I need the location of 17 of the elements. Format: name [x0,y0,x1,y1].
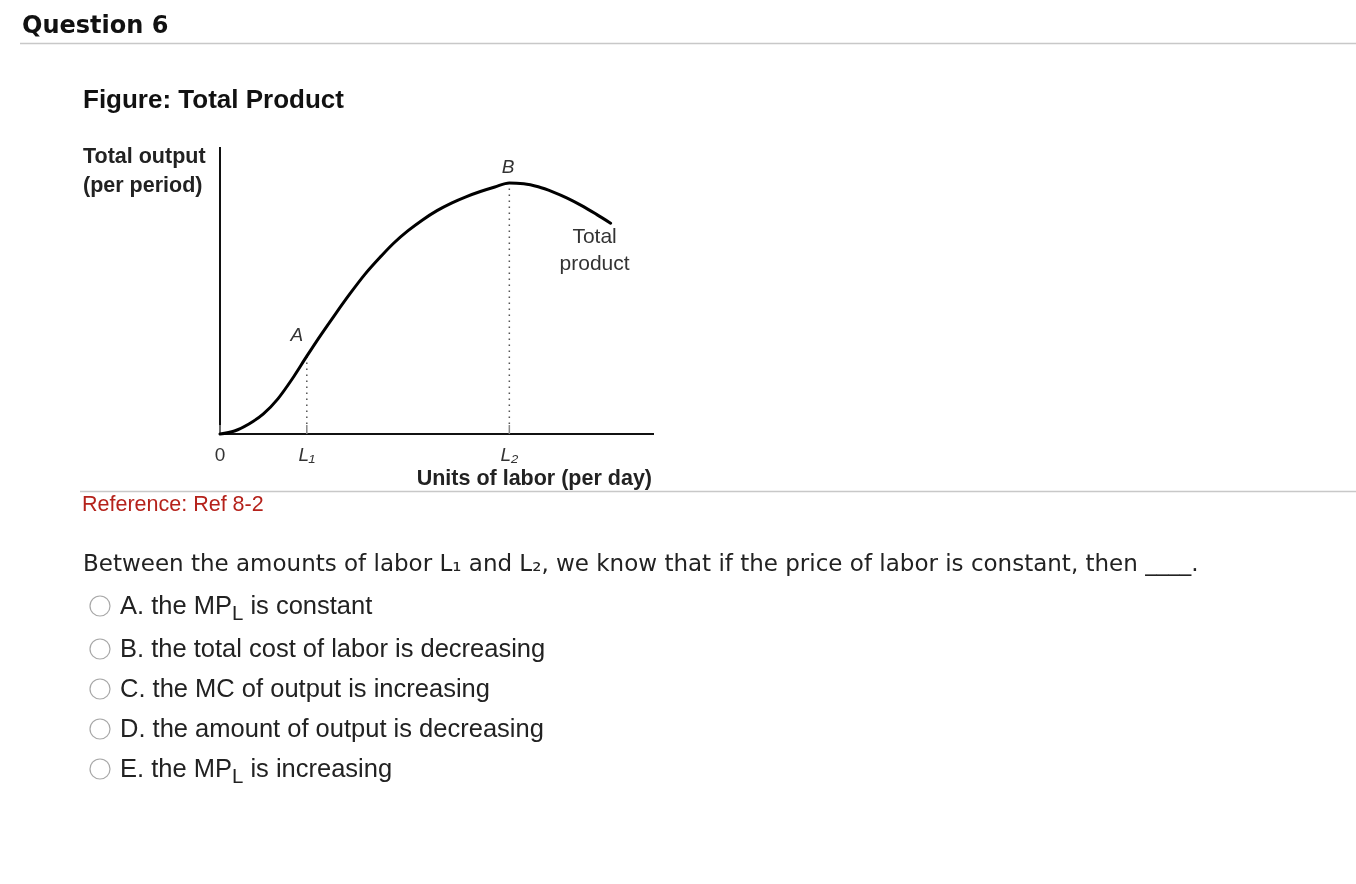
text: A. the MP$_{L}$ is constant [120,591,373,625]
text: Question 6 [22,11,169,39]
annotation: A [289,324,304,346]
annotation: B [501,156,515,178]
text: Reference: Ref 8-2 [82,492,264,516]
chart-title: Figure: Total Product [83,84,345,114]
text: D. the amount of output is decreasing [120,714,544,742]
text: C. the MC of output is increasing [120,674,490,702]
x-tick-label: 0 [214,444,226,465]
y-axis-title: Total output (per period) [83,144,206,197]
text: B. the total cost of labor is decreasing [120,634,546,662]
series-label: Total product [559,224,630,275]
text: E. the MP$_{L}$ is increasing [120,754,393,788]
x-tick-label: L₂ [500,444,519,465]
x-axis-title: Units of labor (per day) [416,466,652,490]
x-tick-label: L₁ [298,444,316,465]
text: Between the amounts of labor L₁ and L₂, we know that if the price of labor is constant, then ____. [83,550,1199,576]
